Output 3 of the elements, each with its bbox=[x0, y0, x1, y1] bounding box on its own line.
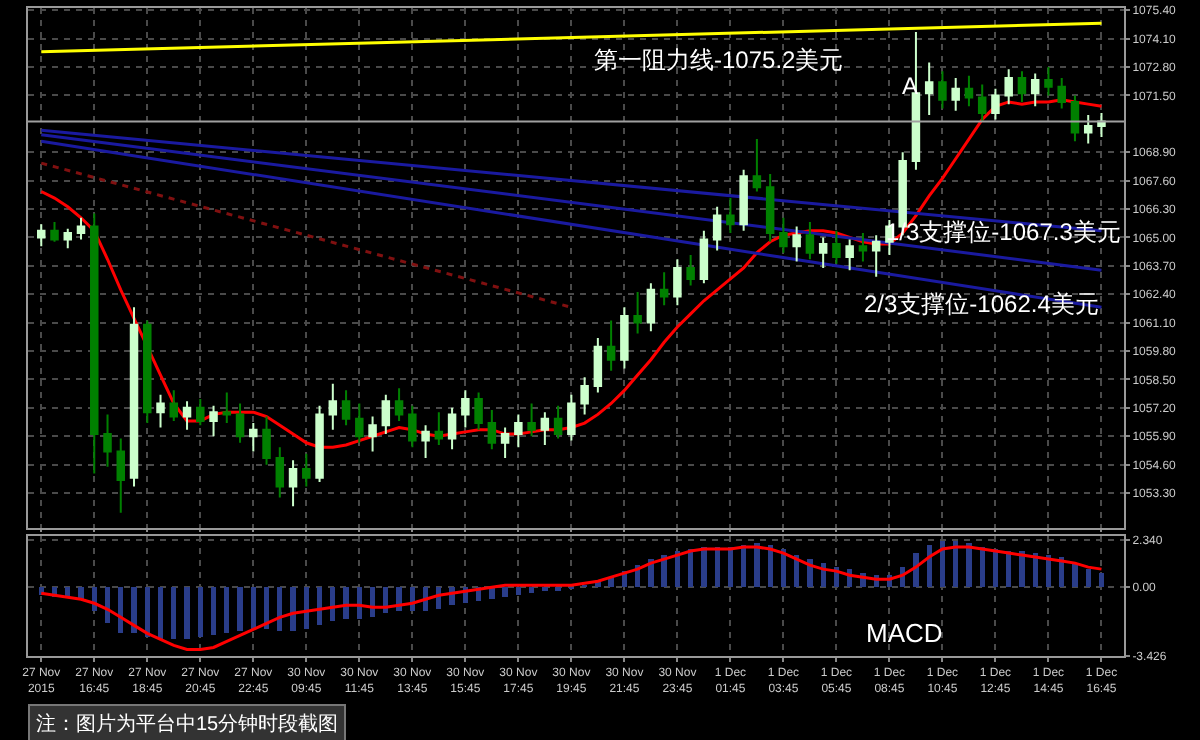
annotation: 第一阻力线-1075.2美元 bbox=[594, 46, 844, 74]
annotation: MACD bbox=[866, 618, 943, 648]
text: 注：图片为平台中15分钟时段截图 bbox=[36, 712, 339, 736]
